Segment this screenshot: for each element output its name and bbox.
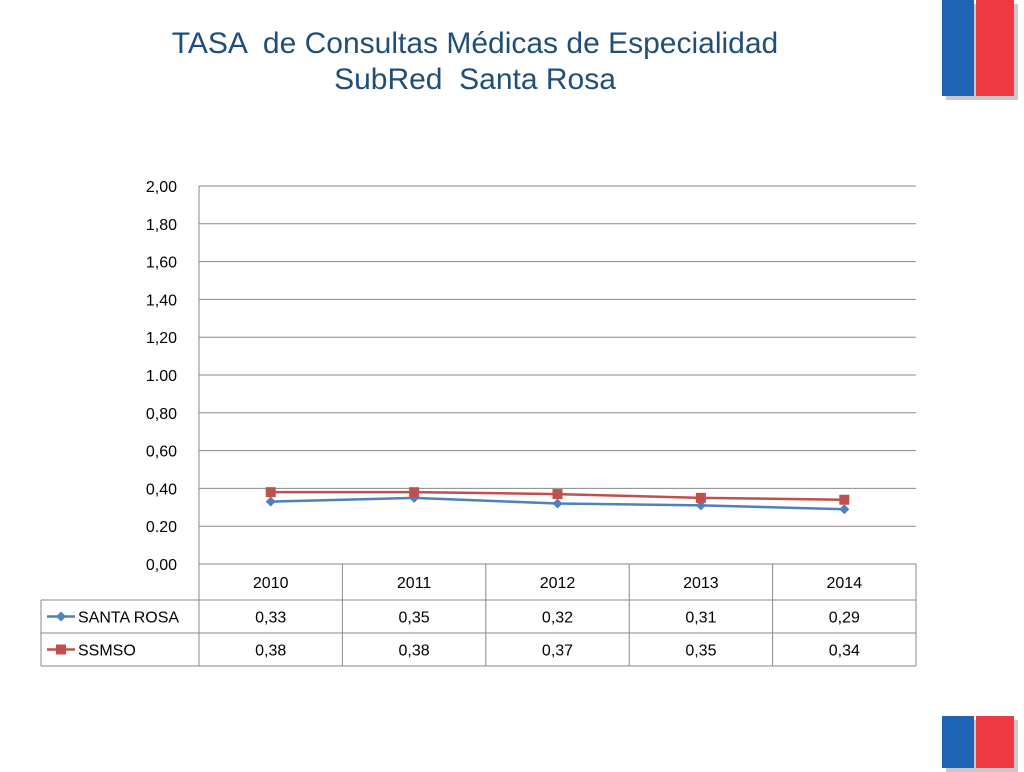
legend-label: SSMSO <box>78 643 136 660</box>
x-category-label: 2011 <box>397 575 432 592</box>
y-tick-label: 1,60 <box>146 255 177 272</box>
data-label: 0,34 <box>829 643 860 660</box>
data-point <box>839 504 850 515</box>
legend-marker <box>56 644 66 655</box>
series-lines <box>265 487 850 515</box>
y-tick-label: 1,80 <box>146 217 177 234</box>
legend-label: SANTA ROSA <box>78 610 179 627</box>
flag-logo-top <box>942 0 1018 100</box>
data-label: 0,31 <box>685 610 716 627</box>
page-title: TASA de Consultas Médicas de Especialida… <box>60 26 890 98</box>
data-point <box>839 494 850 505</box>
data-label: 0,35 <box>399 610 430 627</box>
title-line-2: SubRed Santa Rosa <box>334 63 616 96</box>
data-point <box>265 487 276 498</box>
data-point <box>552 498 563 509</box>
x-category-label: 2014 <box>827 575 863 592</box>
data-point <box>552 489 563 500</box>
x-category-label: 2013 <box>683 575 719 592</box>
data-label: 0,37 <box>542 643 573 660</box>
legend-marker <box>56 611 66 622</box>
y-tick-label: 0,80 <box>146 406 177 423</box>
data-point <box>695 492 706 503</box>
y-tick-label: 1,40 <box>146 292 177 309</box>
flag-logo-bottom <box>942 716 1018 772</box>
title-line-1: TASA de Consultas Médicas de Especialida… <box>171 27 779 60</box>
y-tick-label: 1.00 <box>146 368 177 385</box>
data-point <box>695 500 706 511</box>
data-label: 0,38 <box>255 643 286 660</box>
x-category-label: 2010 <box>253 575 289 592</box>
data-table: 2010 2011 2012 2013 2014 SANTA ROSA 0,33 0,35 0,… <box>40 563 917 667</box>
y-axis: 0,00 0.20 0,40 0,60 0,80 1.00 1,20 1,40 1,60 1,80… <box>146 179 200 574</box>
y-tick-label: 0,60 <box>146 444 177 461</box>
data-label: 0,32 <box>542 610 573 627</box>
data-label: 0,35 <box>685 643 716 660</box>
data-point <box>265 496 276 507</box>
data-label: 0,29 <box>829 610 860 627</box>
data-label: 0,38 <box>399 643 430 660</box>
y-tick-label: 2,00 <box>146 179 177 196</box>
y-tick-label: 0.20 <box>146 519 177 536</box>
data-point <box>409 487 420 498</box>
y-tick-label: 1,20 <box>146 330 177 347</box>
y-tick-label: 0,40 <box>146 481 177 498</box>
x-category-label: 2012 <box>540 575 576 592</box>
y-tick-label: 0,00 <box>146 557 177 574</box>
data-label: 0,33 <box>255 610 286 627</box>
